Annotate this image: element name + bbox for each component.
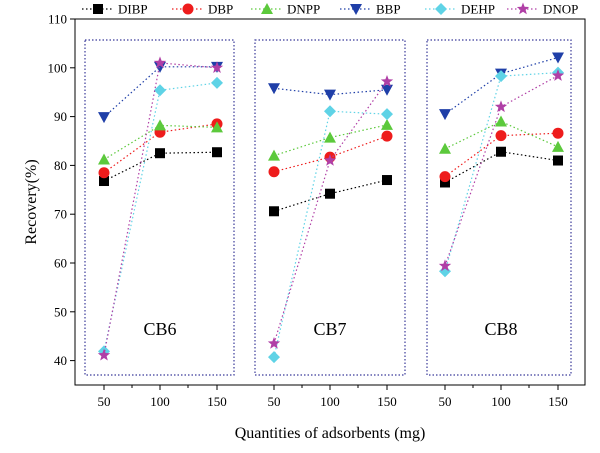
data-point-dibp bbox=[155, 148, 165, 159]
legend-marker-dibp bbox=[93, 4, 103, 14]
legend-label-dnpp: DNPP bbox=[287, 2, 320, 17]
series-line-dnop-cb7 bbox=[273, 81, 388, 344]
data-point-dbp bbox=[439, 171, 451, 183]
x-tick-label: 100 bbox=[320, 394, 340, 409]
data-point-dnop bbox=[551, 69, 565, 81]
data-point-dibp bbox=[382, 175, 392, 186]
panel-box-cb7 bbox=[254, 39, 406, 376]
data-point-dbp bbox=[552, 127, 564, 139]
data-point-dbp bbox=[268, 166, 280, 178]
series-line-dibp-cb8 bbox=[444, 151, 559, 184]
panel-boxes: CB6 CB7 CB8 bbox=[84, 39, 572, 376]
data-point-dibp bbox=[99, 176, 109, 187]
data-point-dehp bbox=[381, 108, 393, 121]
series-line-dnop-cb6 bbox=[103, 62, 218, 356]
data-point-dibp bbox=[553, 155, 563, 166]
data-point-dibp bbox=[325, 188, 335, 199]
y-tick-label: 50 bbox=[54, 304, 67, 319]
y-tick-label: 80 bbox=[54, 158, 67, 173]
data-point-dbp bbox=[495, 130, 507, 142]
data-point-dnop bbox=[210, 61, 224, 74]
series-line-dibp-cb6 bbox=[103, 151, 218, 182]
series-layer bbox=[97, 52, 565, 364]
x-tick-label: 150 bbox=[377, 394, 397, 409]
data-point-dnop bbox=[323, 154, 337, 166]
data-point-bbp bbox=[552, 52, 564, 64]
data-point-dnpp bbox=[268, 149, 280, 161]
data-point-dehp bbox=[154, 84, 166, 97]
x-tick-label: 100 bbox=[491, 394, 511, 409]
data-point-dibp bbox=[212, 147, 222, 158]
panel-label-cb6: CB6 bbox=[143, 319, 176, 339]
x-tick-label: 50 bbox=[268, 394, 281, 409]
panel-label-cb8: CB8 bbox=[484, 319, 517, 339]
data-point-dnpp bbox=[154, 119, 166, 131]
y-axis: 40 50 60 70 80 90 100 110 bbox=[48, 12, 75, 368]
data-point-bbp bbox=[439, 109, 451, 121]
data-point-dnop bbox=[438, 259, 452, 272]
data-point-dnpp bbox=[439, 142, 451, 154]
panel-box-cb6 bbox=[84, 39, 235, 376]
legend-marker-dnop bbox=[516, 2, 530, 15]
x-axis: 50 100 150 50 100 150 50 100 150 bbox=[98, 385, 568, 409]
data-point-bbp bbox=[268, 83, 280, 95]
legend-label-dbp: DBP bbox=[208, 2, 233, 17]
data-point-dbp bbox=[381, 130, 393, 142]
series-line-dehp-cb8 bbox=[444, 72, 559, 272]
data-point-dnpp bbox=[552, 140, 564, 152]
x-tick-label: 150 bbox=[548, 394, 568, 409]
data-point-dnpp bbox=[495, 115, 507, 127]
data-point-dbp bbox=[98, 167, 110, 179]
data-point-dibp bbox=[440, 177, 450, 188]
x-tick-label: 150 bbox=[207, 394, 227, 409]
legend-label-dehp: DEHP bbox=[461, 2, 495, 17]
data-point-dnop bbox=[380, 74, 394, 87]
data-point-dehp bbox=[324, 105, 336, 118]
data-point-dnpp bbox=[324, 131, 336, 143]
data-point-dnop bbox=[97, 348, 111, 361]
data-point-bbp bbox=[324, 89, 336, 101]
series-line-dnpp-cb8 bbox=[444, 120, 559, 150]
data-point-dehp bbox=[268, 351, 280, 364]
legend-label-dibp: DIBP bbox=[118, 2, 148, 17]
legend-label-bbp: BBP bbox=[376, 2, 401, 17]
data-point-dnpp bbox=[98, 153, 110, 165]
x-tick-label: 50 bbox=[98, 394, 111, 409]
x-tick-label: 100 bbox=[150, 394, 170, 409]
panel-box-cb8 bbox=[426, 39, 572, 376]
panel-label-cb7: CB7 bbox=[313, 319, 346, 339]
x-axis-title: Quantities of adsorbents (mg) bbox=[235, 425, 426, 442]
y-tick-label: 100 bbox=[48, 60, 68, 75]
legend-marker-dnpp bbox=[261, 3, 273, 14]
y-tick-label: 110 bbox=[48, 12, 67, 27]
data-point-dehp bbox=[495, 70, 507, 83]
data-point-dnpp bbox=[211, 121, 223, 133]
series-line-bbp-cb6 bbox=[103, 66, 217, 118]
data-point-dibp bbox=[269, 206, 279, 217]
data-point-dnop bbox=[267, 337, 281, 349]
y-axis-title: Recovery(%) bbox=[23, 159, 40, 244]
data-point-bbp bbox=[98, 112, 110, 124]
y-tick-label: 40 bbox=[54, 353, 67, 368]
data-point-bbp bbox=[154, 61, 166, 73]
data-point-dehp bbox=[211, 76, 223, 89]
data-point-dibp bbox=[496, 146, 506, 157]
legend-marker-bbp bbox=[350, 4, 362, 15]
data-point-dnpp bbox=[381, 118, 393, 130]
y-tick-label: 60 bbox=[54, 256, 67, 271]
data-point-dnop bbox=[494, 100, 508, 113]
x-tick-label: 50 bbox=[439, 394, 452, 409]
legend-marker-dbp bbox=[182, 3, 194, 15]
legend: DIBP DBP DNPP BBP DEHP DNOP bbox=[82, 2, 578, 17]
data-point-dnop bbox=[153, 56, 167, 69]
legend-label-dnop: DNOP bbox=[543, 2, 578, 17]
legend-marker-dehp bbox=[435, 3, 447, 15]
data-point-bbp bbox=[381, 84, 393, 96]
series-line-dehp-cb6 bbox=[103, 82, 218, 352]
y-tick-label: 90 bbox=[54, 109, 67, 124]
y-tick-label: 70 bbox=[54, 207, 67, 222]
